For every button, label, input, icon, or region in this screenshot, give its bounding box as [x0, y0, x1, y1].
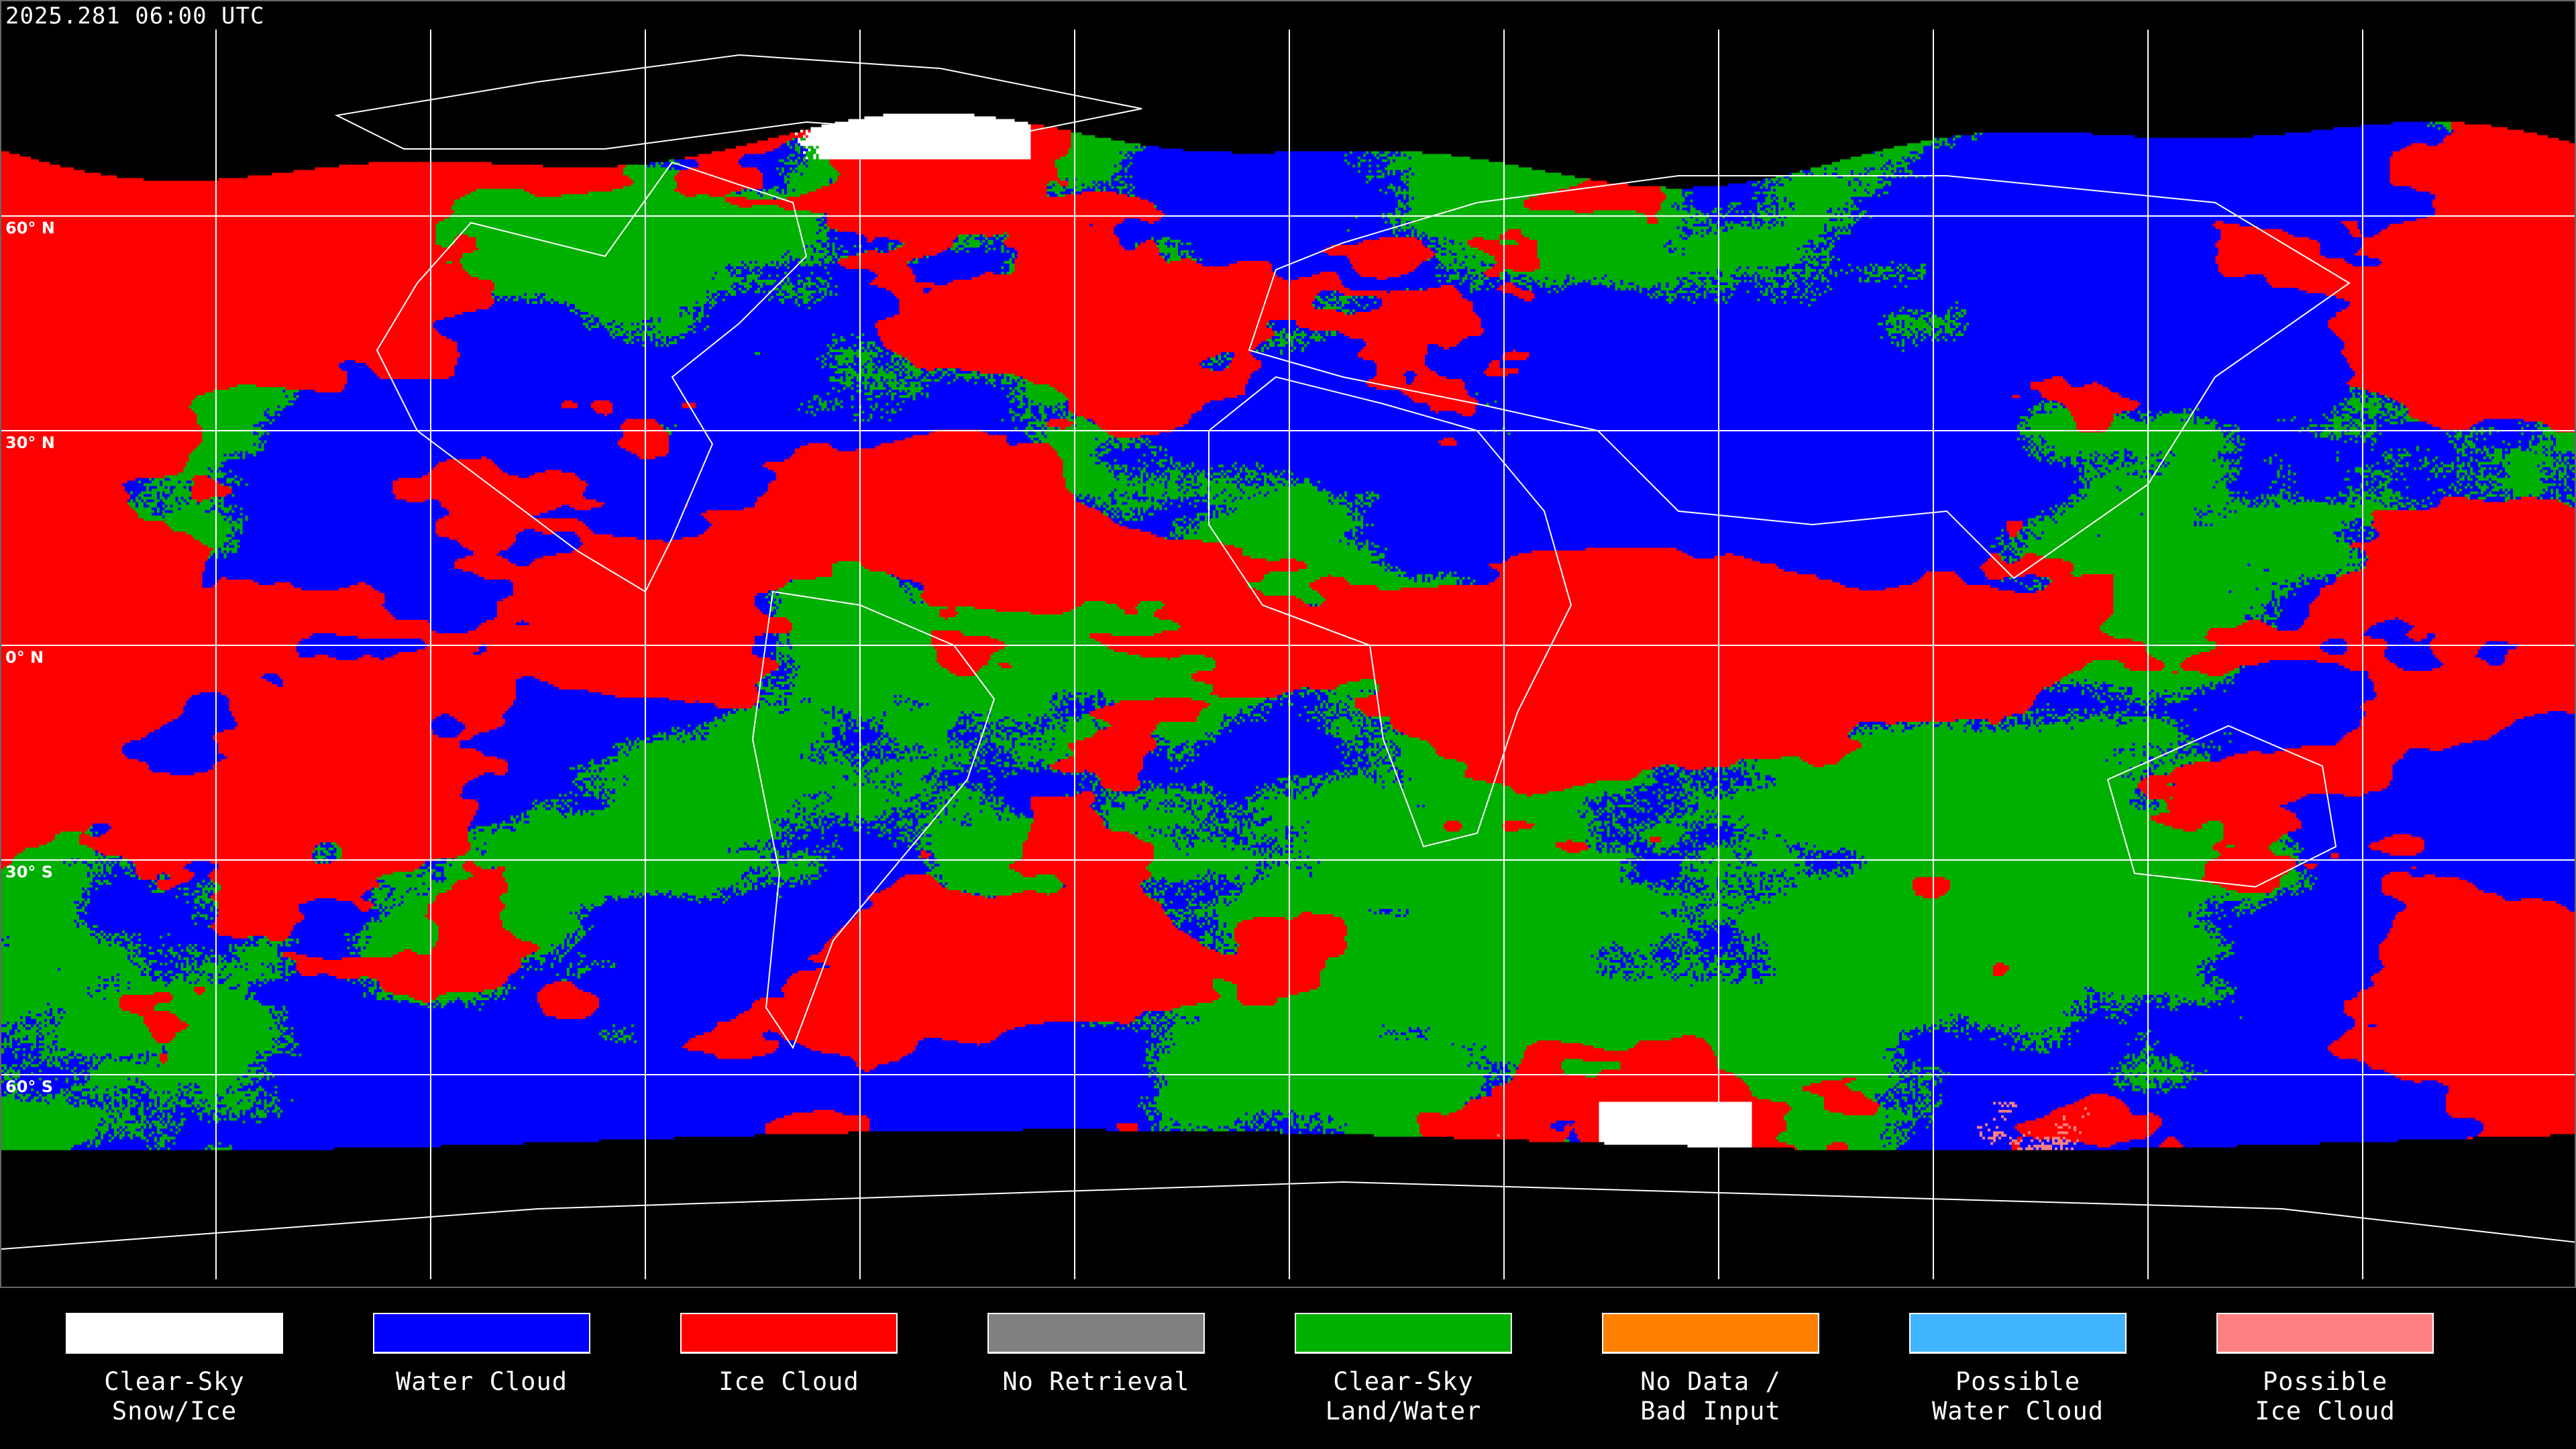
legend-swatch [66, 1313, 283, 1354]
legend-label-line2: Bad Input [1640, 1397, 1781, 1426]
legend-label: Possible Water Cloud [1909, 1367, 2127, 1426]
legend-item: Ice Cloud [680, 1313, 898, 1397]
legend-label-line1: Clear-Sky [1333, 1367, 1474, 1396]
legend-label: Possible Ice Cloud [2216, 1367, 2434, 1426]
legend-label: No Retrieval [987, 1367, 1205, 1397]
legend-label-line2: Snow/Ice [111, 1397, 237, 1426]
legend-item: Possible Water Cloud [1909, 1313, 2127, 1426]
legend-label-line2: Land/Water [1325, 1397, 1482, 1426]
legend-item: Possible Ice Cloud [2216, 1313, 2434, 1426]
coastline [334, 54, 1142, 150]
legend-label-line1: Possible [1955, 1367, 2081, 1396]
legend-swatch [2216, 1313, 2434, 1354]
legend-label-line1: Ice Cloud [718, 1367, 859, 1396]
legend-item: No Data / Bad Input [1602, 1313, 1819, 1426]
latitude-label: 30° S [5, 863, 54, 881]
coastline [1208, 376, 1572, 848]
legend-label: No Data / Bad Input [1602, 1367, 1819, 1426]
latitude-label: 60° S [5, 1077, 54, 1096]
legend-swatch [1909, 1313, 2127, 1354]
legend-swatch [987, 1313, 1205, 1354]
legend-item: No Retrieval [987, 1313, 1205, 1397]
timestamp: 2025.281 06:00 UTC [5, 3, 265, 30]
legend-label-line1: Possible [2262, 1367, 2388, 1396]
legend-item: Clear-Sky Land/Water [1295, 1313, 1512, 1426]
coastline [751, 590, 996, 1050]
latitude-label: 30° N [5, 433, 55, 452]
cloud-phase-map: 2025.281 06:00 UTC 60° N 30° N 0° N 30° S 60… [0, 0, 2576, 1288]
latitude-label: 0° N [5, 648, 44, 667]
latitude-label: 60° N [5, 219, 55, 237]
legend-label-line1: Clear-Sky [104, 1367, 245, 1396]
coastline [1248, 175, 2351, 580]
coastline [1, 1181, 2575, 1250]
legend-swatch [1602, 1313, 1819, 1354]
legend-label-line2: Water Cloud [1931, 1397, 2104, 1426]
legend-label: Ice Cloud [680, 1367, 898, 1397]
legend-label-line1: Water Cloud [395, 1367, 568, 1396]
legend-label-line2: Ice Cloud [2255, 1397, 2396, 1426]
legend-label: Water Cloud [373, 1367, 590, 1397]
legend-swatch [680, 1313, 898, 1354]
legend-item: Clear-Sky Snow/Ice [66, 1313, 283, 1426]
legend-label: Clear-Sky Land/Water [1295, 1367, 1512, 1426]
coastline [2106, 724, 2337, 888]
legend-swatch [1295, 1313, 1512, 1354]
legend-label-line1: No Data / [1640, 1367, 1781, 1396]
legend-label-line1: No Retrieval [1002, 1367, 1190, 1396]
legend-swatch [373, 1313, 590, 1354]
graticule [1, 30, 2575, 1279]
legend-label: Clear-Sky Snow/Ice [66, 1367, 283, 1426]
legend-item: Water Cloud [373, 1313, 590, 1397]
coastline [376, 161, 808, 593]
legend: Clear-Sky Snow/Ice Water Cloud Ice Cloud No … [0, 1288, 2576, 1449]
